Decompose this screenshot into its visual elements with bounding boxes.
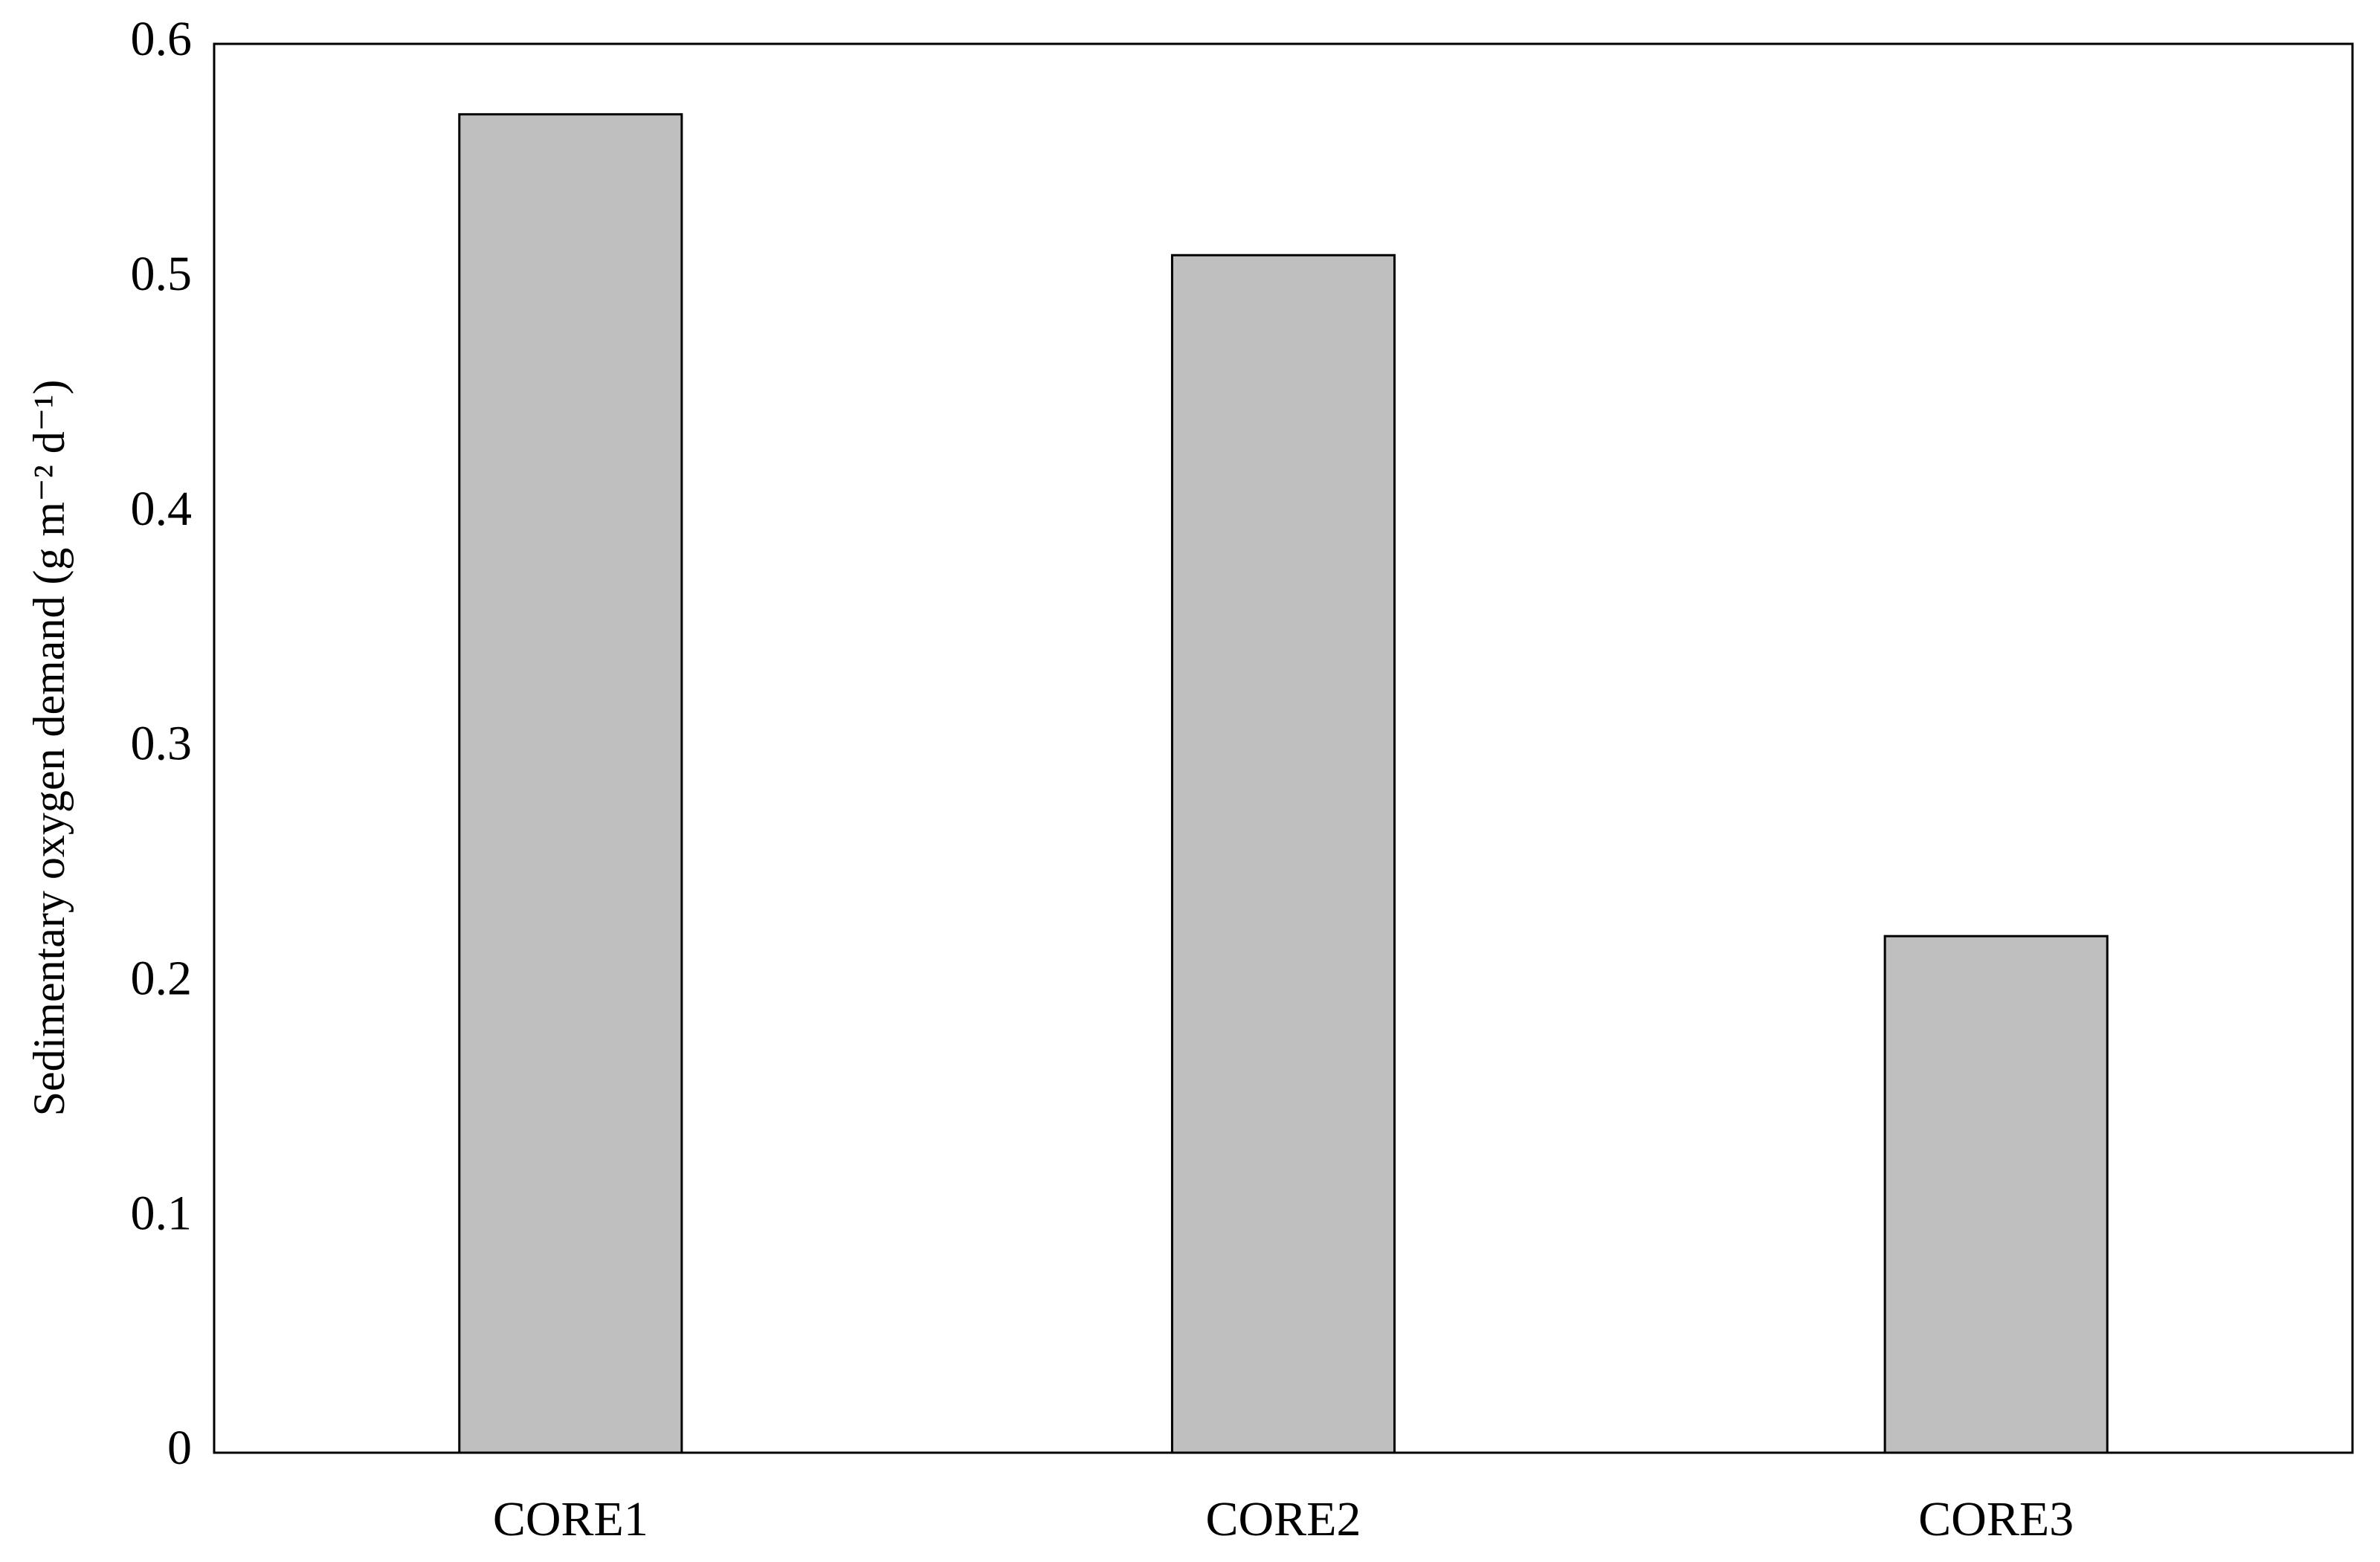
- y-tick-label: 0.3: [131, 717, 193, 771]
- y-tick-label: 0.2: [131, 951, 193, 1005]
- plot-frame: [213, 42, 2354, 1454]
- y-tick-label: 0.5: [131, 247, 193, 301]
- y-tick-label: 0.4: [131, 482, 193, 536]
- y-tick-label: 0.6: [131, 12, 193, 66]
- y-tick-label: 0: [167, 1421, 192, 1475]
- bar: [458, 113, 683, 1454]
- y-axis-label: Sedimentary oxygen demand (g m⁻² d⁻¹): [25, 380, 74, 1117]
- bar: [1170, 254, 1396, 1454]
- x-tick-label: CORE3: [1918, 1492, 2074, 1546]
- bar: [1883, 935, 2109, 1454]
- x-tick-label: CORE2: [1205, 1492, 1361, 1546]
- y-tick-label: 0.1: [131, 1186, 193, 1240]
- x-tick-label: CORE1: [493, 1492, 648, 1546]
